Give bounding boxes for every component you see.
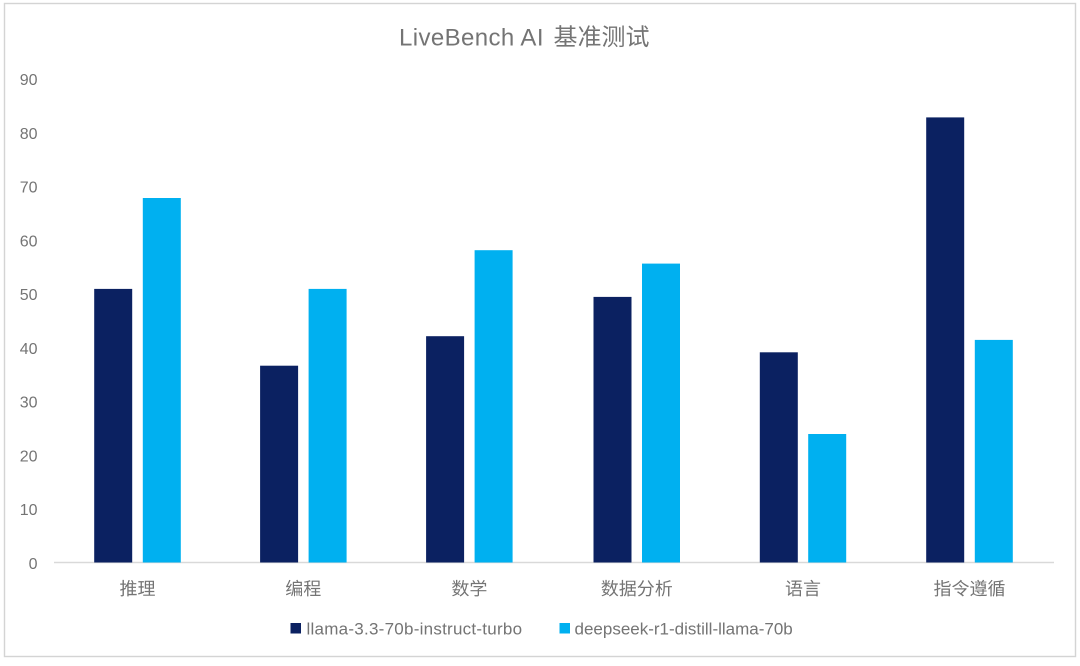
svg-text:90: 90	[20, 72, 38, 89]
svg-text:deepseek-r1-distill-llama-70b: deepseek-r1-distill-llama-70b	[575, 619, 793, 638]
svg-text:20: 20	[20, 448, 38, 465]
svg-text:LiveBench AI: LiveBench AI	[399, 24, 544, 51]
svg-text:40: 40	[20, 341, 38, 358]
svg-text:80: 80	[20, 126, 38, 143]
svg-text:llama-3.3-70b-instruct-turbo: llama-3.3-70b-instruct-turbo	[307, 619, 523, 638]
svg-text:70: 70	[20, 180, 38, 197]
svg-text:30: 30	[20, 395, 38, 412]
svg-text:60: 60	[20, 233, 38, 250]
svg-text:50: 50	[20, 287, 38, 304]
svg-text:10: 10	[20, 502, 38, 519]
svg-text:0: 0	[29, 556, 38, 573]
